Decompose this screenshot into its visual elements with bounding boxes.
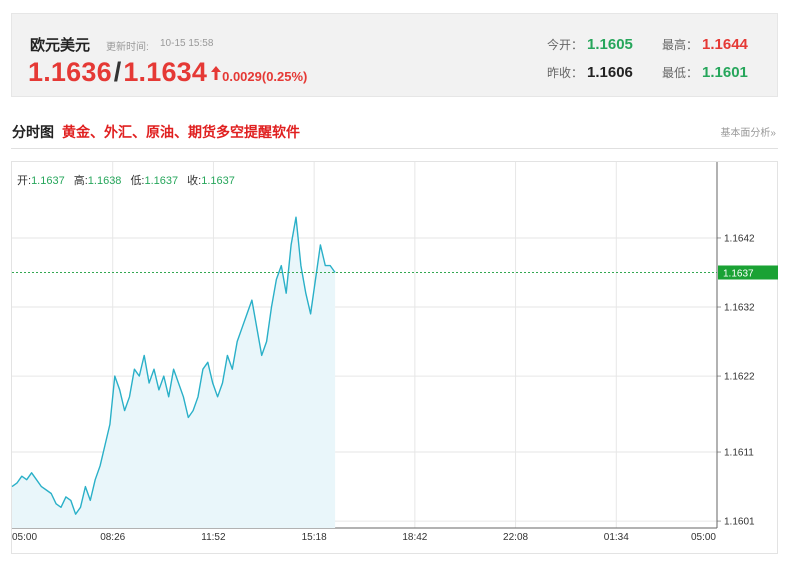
x-tick-label: 15:18: [302, 532, 327, 543]
price-line: [11, 216, 336, 515]
price-change: 0.0029(0.25%): [222, 69, 308, 84]
y-tick-label: 1.1611: [724, 448, 754, 459]
update-time-label: 更新时间:: [106, 42, 149, 53]
prev-close-stat: 昨收： 1.1606: [547, 64, 633, 81]
section-divider: [11, 148, 778, 149]
current-price-tag: [718, 265, 778, 280]
bid-price: 1.1636: [28, 57, 112, 87]
high-stat: 最高： 1.1644: [662, 36, 748, 53]
chart-frame: [11, 161, 778, 554]
fundamental-analysis-link[interactable]: 基本面分析»: [720, 128, 776, 139]
update-time: 10-15 15:58: [160, 38, 214, 49]
y-tick-label: 1.1601: [724, 517, 755, 528]
open-stat: 今开： 1.1605: [547, 36, 633, 53]
quote-panel: 欧元美元 更新时间: 10-15 15:58 1.1636/1.1634 0.00…: [11, 13, 778, 97]
promo-link[interactable]: 黄金、外汇、原油、期货多空提醒软件: [62, 124, 300, 140]
ohlc-close-value: 1.1637: [201, 175, 235, 187]
ohlc-close-label: 收:: [187, 175, 202, 187]
x-tick-label: 22:08: [503, 532, 528, 543]
ohlc-high-label: 高:: [73, 175, 88, 187]
high-value: 1.1644: [702, 36, 748, 53]
ask-price: 1.1634: [123, 57, 208, 87]
x-tick-label: 11:52: [201, 532, 226, 543]
currency-pair-name: 欧元美元: [30, 37, 91, 54]
high-label: 最高：: [662, 38, 699, 52]
price-separator: /: [113, 57, 122, 87]
prev-close-value: 1.1606: [587, 64, 633, 81]
x-tick-label: 01:34: [604, 532, 629, 543]
x-tick-label: 18:42: [402, 532, 427, 543]
x-tick-label: 08:26: [100, 532, 125, 543]
ohlc-high-value: 1.1638: [87, 175, 122, 187]
ohlc-low-label: 低:: [130, 175, 145, 187]
ohlc-open-value: 1.1637: [31, 175, 65, 187]
ohlc-readout: 开:1.1637 高:1.1638 低:1.1637 收:1.1637: [17, 172, 244, 188]
open-value: 1.1605: [587, 36, 633, 53]
prev-close-label: 昨收：: [547, 66, 584, 80]
open-label: 今开：: [547, 38, 584, 52]
price-row: 1.1636/1.1634 0.0029(0.25%): [28, 57, 307, 89]
up-arrow-icon: [211, 66, 222, 80]
x-tick-label: 05:00: [12, 532, 37, 543]
low-value: 1.1601: [702, 64, 748, 81]
current-price-label: 1.1637: [723, 268, 754, 279]
low-stat: 最低： 1.1601: [662, 64, 748, 81]
ohlc-open-label: 开:: [17, 175, 32, 187]
section-title: 分时图: [12, 124, 54, 140]
x-tick-label: 05:00: [691, 532, 716, 543]
ohlc-low-value: 1.1637: [144, 175, 179, 187]
y-tick-label: 1.1642: [724, 233, 755, 244]
low-label: 最低：: [662, 66, 699, 80]
y-tick-label: 1.1632: [724, 303, 755, 314]
y-tick-label: 1.1622: [724, 372, 755, 383]
